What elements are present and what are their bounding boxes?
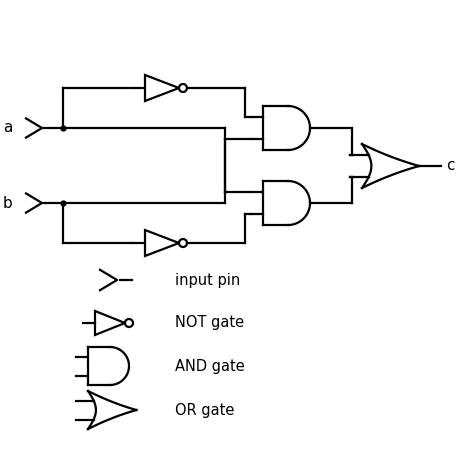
Text: AND gate: AND gate bbox=[175, 359, 245, 374]
Text: a: a bbox=[3, 120, 12, 136]
Text: b: b bbox=[2, 196, 12, 211]
Text: c: c bbox=[446, 158, 455, 174]
Text: OR gate: OR gate bbox=[175, 403, 234, 418]
Text: NOT gate: NOT gate bbox=[175, 316, 244, 331]
Text: input pin: input pin bbox=[175, 273, 240, 288]
